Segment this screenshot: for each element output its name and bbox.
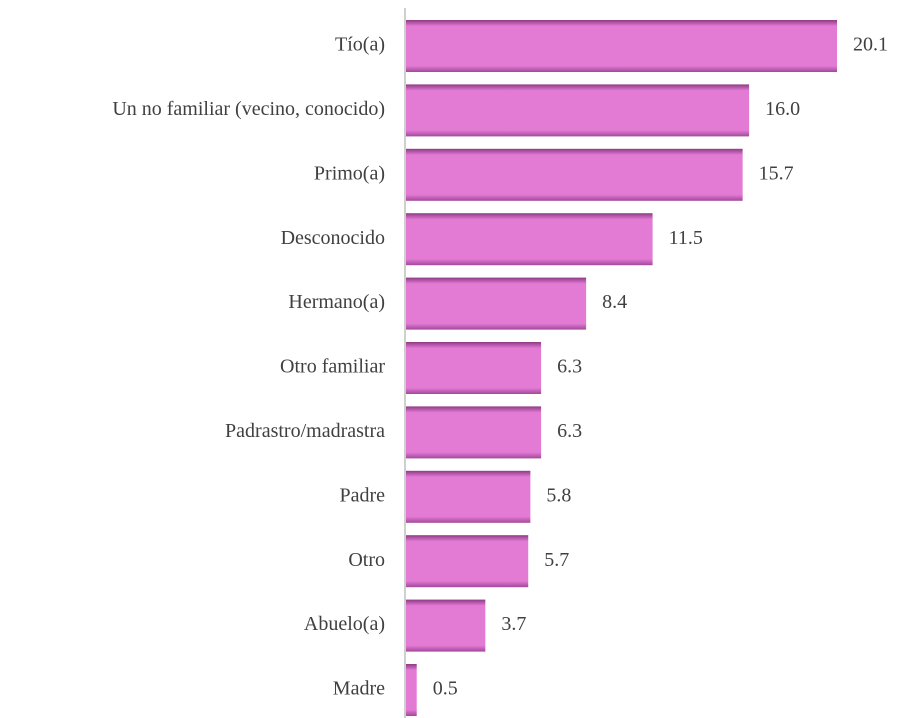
bar — [406, 213, 653, 266]
category-label: Un no familiar (vecino, conocido) — [112, 98, 385, 120]
bar — [406, 599, 486, 652]
bar — [406, 664, 417, 716]
category-label: Desconocido — [281, 227, 385, 249]
value-label: 8.4 — [602, 291, 627, 313]
value-label: 3.7 — [501, 613, 526, 635]
category-label: Abuelo(a) — [304, 613, 385, 635]
category-label: Padrastro/madrastra — [225, 420, 385, 442]
category-label: Tío(a) — [335, 34, 385, 56]
category-label: Otro familiar — [280, 356, 385, 378]
bar — [406, 84, 750, 137]
category-label: Padre — [339, 484, 385, 506]
bar — [406, 342, 542, 394]
bar — [406, 406, 542, 459]
value-label: 0.5 — [433, 678, 458, 700]
bar — [406, 20, 837, 72]
bar — [406, 535, 529, 588]
bar — [406, 470, 531, 523]
category-label: Hermano(a) — [288, 291, 385, 313]
value-label: 5.8 — [546, 484, 571, 506]
value-label: 11.5 — [669, 227, 703, 249]
value-label: 15.7 — [759, 162, 794, 184]
value-label: 5.7 — [544, 549, 569, 571]
value-label: 20.1 — [853, 34, 888, 56]
category-label: Primo(a) — [314, 162, 385, 184]
category-label: Madre — [333, 678, 385, 700]
category-label: Otro — [348, 549, 385, 571]
value-label: 16.0 — [765, 98, 800, 120]
bar — [406, 148, 743, 201]
value-label: 6.3 — [557, 420, 582, 442]
value-label: 6.3 — [557, 356, 582, 378]
bar — [406, 277, 587, 330]
